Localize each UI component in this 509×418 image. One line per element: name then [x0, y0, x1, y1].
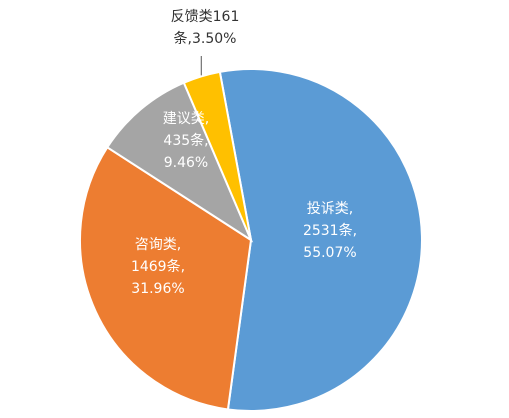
slice-label-3: 建议类, 435条, 9.46%: [163, 111, 209, 171]
slice-label-line: 2531条,: [303, 222, 357, 239]
slice-label-2: 咨询类, 1469条, 31.96%: [131, 237, 185, 297]
slice-label-line: 435条,: [163, 132, 208, 149]
slice-label-line: 咨询类,: [135, 237, 181, 253]
pie-slice-1: [218, 68, 423, 412]
slice-label-4: 反馈类161 条,3.50%: [171, 9, 240, 47]
slice-label-line: 建议类,: [163, 111, 209, 127]
slice-label-line: 55.07%: [303, 245, 356, 261]
pie-slice-4: [182, 70, 252, 241]
labels-layer: 投诉类, 2531条, 55.07% 咨询类, 1469条, 31.96% 建议类, 435条…: [131, 9, 357, 297]
slice-label-line: 9.46%: [164, 155, 208, 171]
slice-label-line: 1469条,: [131, 258, 185, 275]
slice-label-line: 反馈类161: [171, 9, 240, 25]
slice-label-line: 31.96%: [131, 281, 184, 297]
slice-label-1: 投诉类, 2531条, 55.07%: [303, 201, 357, 261]
slice-label-line: 投诉类,: [307, 201, 353, 217]
slice-label-line: 条,3.50%: [174, 30, 237, 47]
pie-slice-3: [105, 81, 254, 243]
slices-layer: [79, 68, 423, 412]
